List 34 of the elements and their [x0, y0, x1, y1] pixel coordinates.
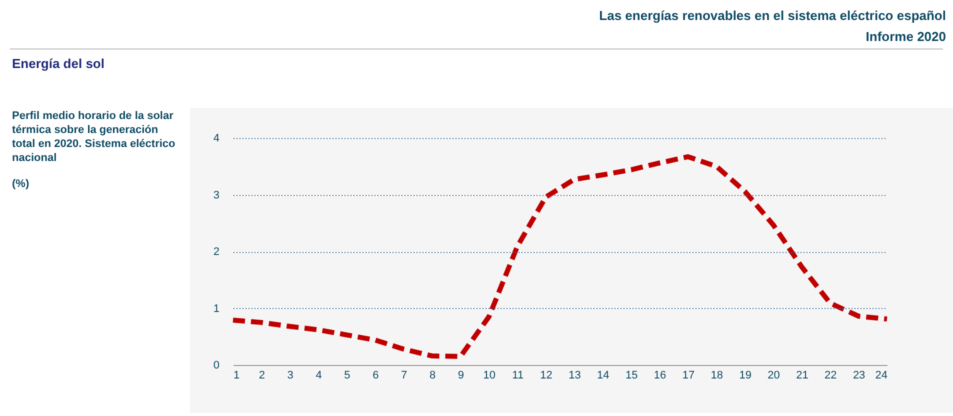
x-tick-label: 3	[287, 370, 294, 382]
text: Energía del sol	[12, 56, 104, 71]
x-tick-label: 7	[401, 370, 408, 382]
x-tick-label: 23	[852, 370, 866, 382]
text: (%)	[12, 178, 30, 190]
x-tick-label: 2	[258, 370, 265, 382]
x-tick-label: 6	[372, 370, 379, 382]
x-tick-label: 17	[682, 370, 695, 382]
x-tick-label: 5	[344, 370, 350, 382]
x-tick-label: 16	[654, 370, 666, 382]
y-tick-label: 2	[213, 246, 220, 258]
text: Perfil medio horario de la solar térmica sobre la generación total en 2020. Sistema eléctrico nacional	[12, 110, 176, 164]
x-tick-label: 8	[429, 370, 436, 382]
x-tick-label: 19	[739, 370, 752, 382]
x-tick-label: 20	[768, 370, 780, 382]
x-tick-label: 1	[234, 370, 240, 382]
x-tick-label: 21	[796, 370, 808, 382]
x-tick-label: 14	[597, 370, 610, 382]
chart-subtitle: Informe 2020	[866, 29, 946, 44]
y-tick-label: 4	[213, 132, 220, 144]
x-tick-label: 24	[875, 370, 888, 382]
chart-title: Las energías renovables en el sistema eléctrico español	[599, 8, 946, 23]
x-tick-label: 13	[568, 370, 581, 382]
x-tick-label: 12	[540, 370, 552, 382]
x-tick-label: 9	[458, 370, 464, 382]
x-tick-label: 22	[824, 370, 837, 382]
x-tick-label: 4	[316, 370, 322, 382]
y-tick-label: 3	[213, 189, 220, 202]
x-tick-label: 18	[710, 370, 724, 382]
x-tick-label: 15	[625, 370, 638, 382]
x-tick-label: 10	[483, 370, 496, 382]
y-tick-label: 0	[213, 360, 220, 372]
y-tick-label: 1	[213, 302, 220, 315]
x-tick-label: 11	[512, 370, 524, 382]
